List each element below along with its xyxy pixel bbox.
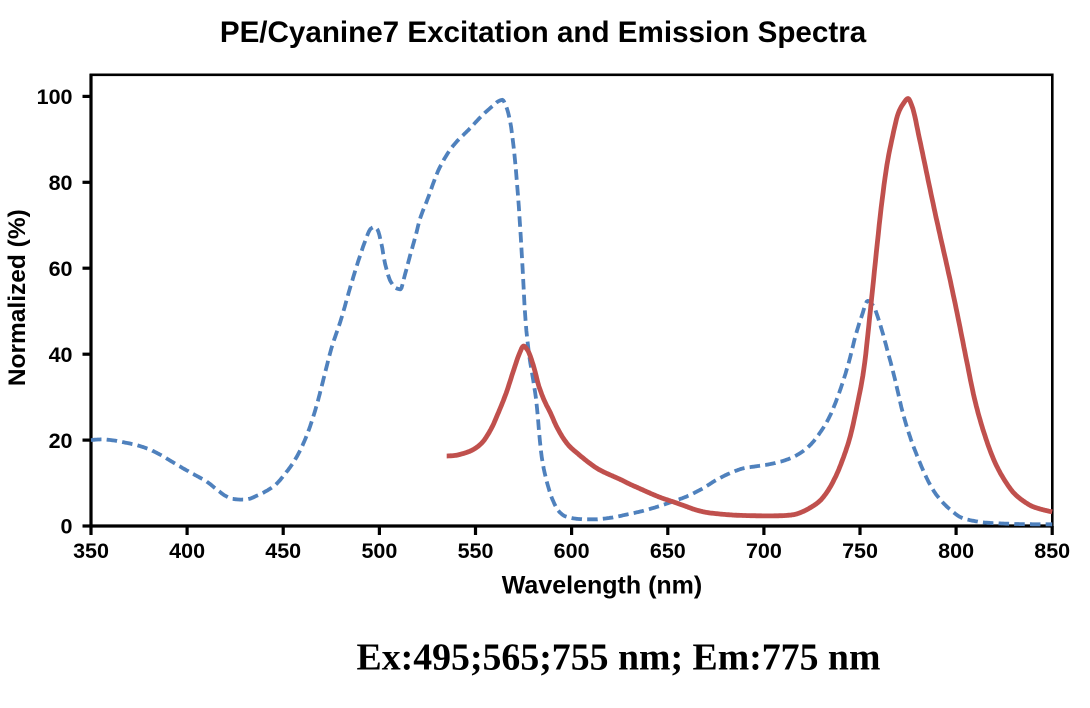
svg-text:0: 0 xyxy=(61,515,73,539)
svg-text:Normalized (%): Normalized (%) xyxy=(4,209,31,386)
svg-text:700: 700 xyxy=(746,539,782,563)
svg-text:650: 650 xyxy=(650,539,686,563)
svg-text:100: 100 xyxy=(37,85,73,109)
svg-text:750: 750 xyxy=(842,539,878,563)
svg-text:40: 40 xyxy=(49,343,73,367)
svg-text:350: 350 xyxy=(73,539,109,563)
svg-text:850: 850 xyxy=(1034,539,1070,563)
svg-text:Ex:495;565;755 nm; Em:775 nm: Ex:495;565;755 nm; Em:775 nm xyxy=(357,637,881,679)
svg-text:PE/Cyanine7 Excitation and Emi: PE/Cyanine7 Excitation and Emission Spec… xyxy=(220,16,867,49)
svg-text:450: 450 xyxy=(265,539,301,563)
svg-text:Wavelength (nm): Wavelength (nm) xyxy=(502,572,702,600)
svg-text:20: 20 xyxy=(49,429,73,453)
svg-text:500: 500 xyxy=(361,539,397,563)
svg-text:600: 600 xyxy=(554,539,590,563)
svg-text:80: 80 xyxy=(49,171,73,195)
svg-text:400: 400 xyxy=(169,539,205,563)
svg-text:60: 60 xyxy=(49,257,73,281)
svg-text:800: 800 xyxy=(938,539,974,563)
svg-text:550: 550 xyxy=(458,539,494,563)
